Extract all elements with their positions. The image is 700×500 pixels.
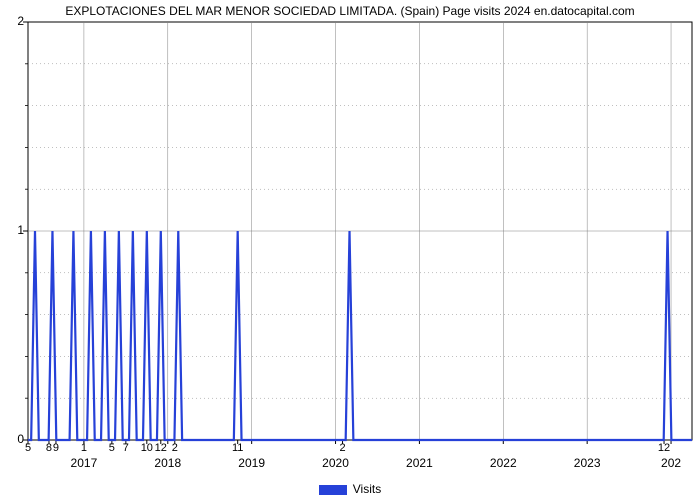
x-year-tick-label: 2017 [71,456,98,470]
x-year-tick-label: 2023 [574,456,601,470]
x-month-tick-label: 12 [658,442,670,454]
x-month-tick-label: 8 [46,442,52,454]
x-month-tick-label: 2 [172,442,178,454]
x-month-tick-label: 2 [339,442,345,454]
x-year-tick-label: 2020 [322,456,349,470]
chart-container: EXPLOTACIONES DEL MAR MENOR SOCIEDAD LIM… [0,0,700,500]
x-month-tick-label: 5 [25,442,31,454]
x-year-tick-label: 202 [661,456,681,470]
legend-label: Visits [353,482,381,496]
x-year-tick-label: 2018 [154,456,181,470]
legend-swatch [319,485,347,495]
x-year-tick-label: 2021 [406,456,433,470]
x-month-tick-label: 12 [155,442,167,454]
x-month-tick-label: 5 [109,442,115,454]
x-month-tick-label: 7 [123,442,129,454]
legend: Visits [0,482,700,496]
x-month-tick-label: 9 [53,442,59,454]
x-month-tick-label: 11 [232,442,243,454]
x-month-tick-label: 10 [141,442,153,454]
x-month-tick-label: 1 [81,442,87,454]
x-year-tick-label: 2022 [490,456,517,470]
x-year-tick-label: 2019 [238,456,265,470]
